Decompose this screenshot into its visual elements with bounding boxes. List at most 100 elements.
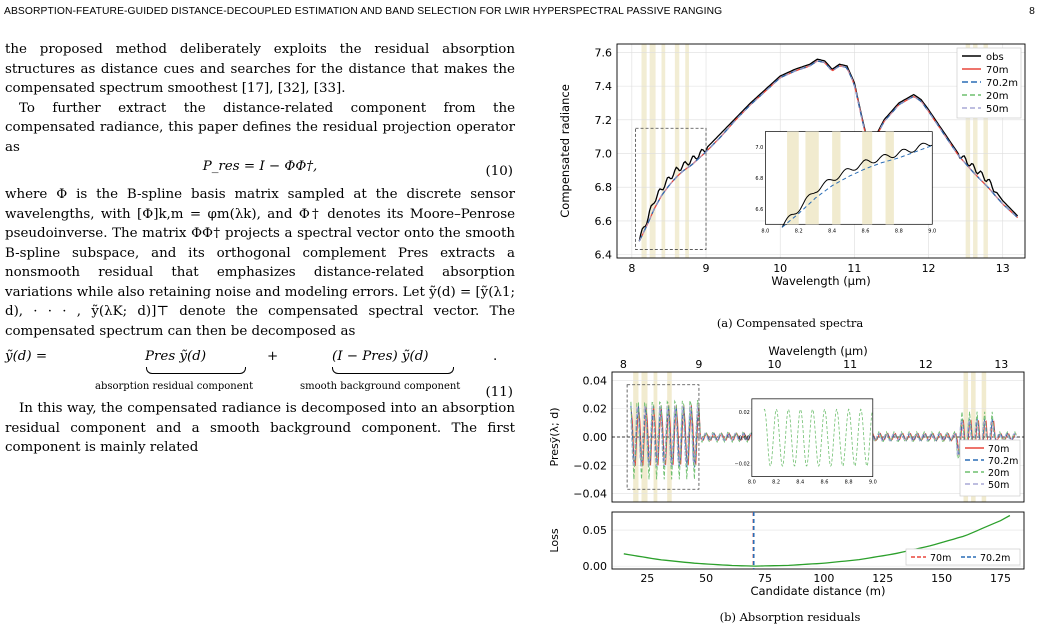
inset-band-2 (832, 131, 841, 225)
loss-curve (623, 514, 1011, 567)
inset-band-3 (862, 131, 873, 225)
loss-x-tick-label: 75 (758, 572, 772, 585)
loss-x-tick-label: 175 (990, 572, 1011, 585)
eq11-label-1: absorption residual component (95, 381, 254, 392)
zoom-box (635, 127, 707, 250)
legend-label: 70m (986, 65, 1008, 76)
legend-label: 50m (986, 104, 1008, 115)
y-axis-label: Compensated radiance (558, 84, 572, 218)
inset-y-tick: 6.6 (755, 207, 763, 213)
inset-x-tick: 8.6 (862, 228, 870, 234)
inset-x-tick: 9.0 (869, 480, 877, 486)
inset-x-tick: 8.0 (761, 228, 769, 234)
top-x-tick-label: 12 (919, 358, 933, 371)
absorption-band-7 (983, 44, 988, 258)
figure-a-chart: 8 9 10 11 12 13 6.4 6.6 6.8 7.0 7.2 7.4 7.6 Wavelengt… (558, 43, 1026, 288)
inset-frame (751, 398, 874, 477)
legend-label: obs (986, 52, 1004, 63)
equation-10-body: P_res = I − ΦΦ†, (202, 159, 318, 174)
loss-x-axis-label: Candidate distance (m) (750, 584, 885, 598)
inset-y-tick: 0.02 (739, 410, 750, 416)
absorption-band-4 (685, 44, 689, 258)
residual-series-50m (630, 405, 1017, 467)
inset-x-tick: 8.8 (895, 228, 903, 234)
plot-frame (611, 371, 1025, 503)
figure-b-caption: (b) Absorption residuals (719, 610, 861, 624)
running-header: ABSORPTION-FEATURE-GUIDED DISTANCE-DECOU… (4, 6, 1041, 17)
eq11-period: . (493, 349, 498, 364)
inset-x-tick: 8.4 (828, 228, 836, 234)
inset-band-0 (787, 131, 799, 225)
inset-y-tick: −0.02 (735, 462, 750, 468)
paragraph-3: where Φ is the B-spline basis matrix sam… (5, 187, 515, 339)
x-tick-label: 9 (703, 262, 710, 275)
y-tick-label: 7.6 (595, 46, 613, 59)
series-50m (638, 60, 1018, 242)
inset-residual (763, 408, 873, 467)
eq11-term1: Pres ỹ(d) (145, 349, 207, 364)
inset-x-tick: 8.6 (820, 480, 828, 486)
legend-label: 70.2m (988, 456, 1018, 467)
loss-x-tick-label: 150 (931, 572, 952, 585)
text-column: the proposed method deliberately exploit… (5, 40, 515, 458)
zoom-box (626, 384, 700, 490)
x-tick-label: 10 (773, 262, 787, 275)
y-tick-label: 7.2 (595, 114, 613, 127)
y-tick-label: 7.0 (595, 148, 613, 161)
inset-band-1 (805, 131, 819, 225)
absorption-band-6 (973, 44, 978, 258)
y-tick-label: 6.6 (595, 215, 613, 228)
inset-band-4 (885, 131, 894, 225)
y-tick-label: 7.4 (595, 80, 613, 93)
equation-11: ỹ(d) = Pres ỹ(d) absorption residual com… (5, 341, 515, 400)
eq11-underbrace-1 (146, 367, 246, 374)
top-x-tick-label: 11 (843, 358, 857, 371)
eq11-label-2: smooth background component (300, 381, 461, 392)
x-tick-label: 12 (922, 262, 936, 275)
inset-x-tick: 8.2 (772, 480, 780, 486)
inset-x-tick: 8.0 (748, 480, 756, 486)
eq11-underbrace-2 (332, 367, 454, 374)
inset-fit (781, 145, 933, 228)
legend-box (956, 47, 1022, 119)
inset-x-tick: 8.2 (795, 228, 803, 234)
loss-x-tick-label: 25 (640, 572, 654, 585)
legend-box (959, 439, 1021, 497)
loss-x-tick-label: 50 (699, 572, 713, 585)
legend-label: 70m (988, 444, 1009, 455)
equation-10-number: (10) (485, 164, 514, 179)
series-obs (638, 58, 1019, 242)
x-tick-label: 8 (628, 262, 635, 275)
legend-label: 20m (988, 468, 1009, 479)
top-x-tick-label: 9 (695, 358, 702, 371)
absorption-band-5 (965, 44, 971, 258)
y-tick-label: 6.8 (595, 181, 613, 194)
equation-11-number: (11) (485, 385, 514, 400)
absorption-band-3 (674, 44, 680, 258)
inset-x-tick: 9.0 (928, 228, 936, 234)
loss-legend-label: 70m (930, 553, 951, 564)
paragraph-4: In this way, the compensated radiance is… (5, 401, 515, 455)
top-x-tick-label: 10 (768, 358, 782, 371)
y-axis-label: Presỹ(λ; d) (548, 407, 561, 466)
x-axis-label: Wavelength (μm) (771, 274, 870, 288)
paragraph-1: the proposed method deliberately exploit… (5, 42, 515, 96)
y-tick-label: −0.02 (573, 459, 607, 472)
figure-b-chart: Wavelength (μm) 8 9 10 11 12 13 −0.04 −0.02 0.00 0… (548, 344, 1025, 598)
y-tick-label: −0.04 (573, 488, 607, 501)
absorption-band-2 (661, 44, 666, 258)
loss-legend-label: 70.2m (980, 553, 1010, 564)
plot-frame (616, 43, 1026, 259)
loss-y-tick-label: 0.05 (583, 524, 608, 537)
y-tick-label: 0.00 (583, 431, 608, 444)
paragraph-2: To further extract the distance-related … (5, 100, 515, 155)
loss-y-tick-label: 0.00 (583, 560, 608, 573)
loss-frame (611, 511, 1025, 570)
inset-y-tick: 7.0 (755, 145, 763, 151)
absorption-band-1 (649, 44, 656, 258)
x-tick-label: 13 (996, 262, 1010, 275)
top-x-tick-label: 13 (994, 358, 1008, 371)
loss-y-axis-label: Loss (548, 528, 561, 552)
absorption-band-0 (641, 44, 647, 258)
eq11-term2: (I − Pres) ỹ(d) (332, 349, 429, 364)
